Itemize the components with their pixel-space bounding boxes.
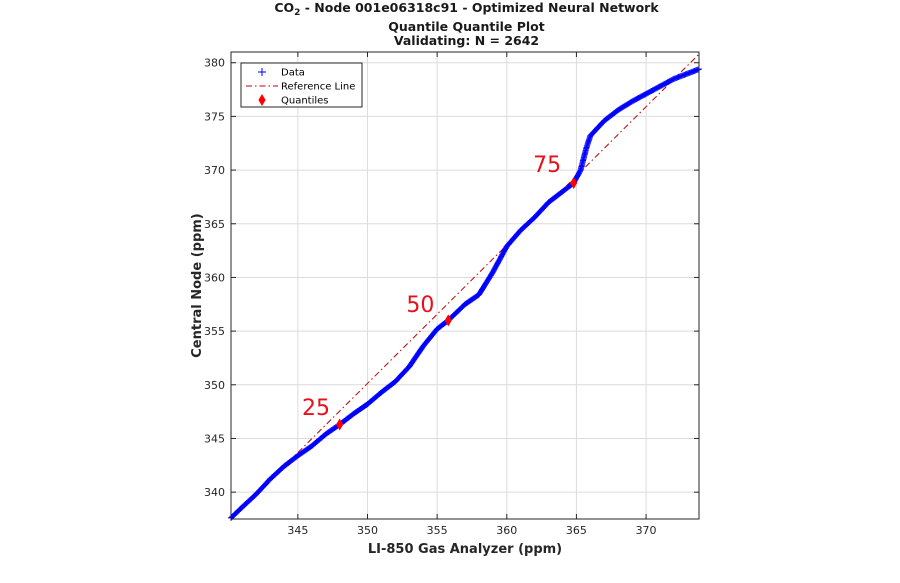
title-line-1: CO2 - Node 001e06318c91 - Optimized Neur… [0,1,900,20]
data-point [531,214,538,221]
data-point [434,325,441,332]
title-node-text: - Node 001e06318c91 - Optimized Neural N… [300,0,659,15]
axis-ticks: 345 350 355 360 365 370 340 345 350 355 360 365 370 3… [204,52,699,537]
grid [231,52,699,519]
y-tick-label: 360 [204,271,225,284]
legend-symbol-data [258,68,266,76]
title-co-text: CO [274,0,295,15]
data-point [545,199,552,206]
legend-symbol-quantiles [258,94,266,106]
data-point [350,410,357,417]
data-point [489,269,496,276]
data-point [378,389,385,396]
quantile-annotation: 25 [302,396,330,421]
quantile-marker [444,314,452,327]
x-tick-label: 370 [636,524,657,537]
reference-line-path [230,53,700,520]
legend-label: Data [281,68,305,79]
title-line-3: Validating: N = 2642 [393,33,540,48]
reference-line [230,53,700,520]
data-series [228,66,702,521]
data-point [267,476,273,483]
x-tick-label: 360 [496,524,517,537]
y-tick-label: 340 [204,486,225,499]
y-tick-label: 375 [204,110,225,123]
data-point [615,106,622,113]
data-point [294,452,301,459]
data-point [503,243,510,250]
data-point [462,301,468,308]
data-point [406,363,413,370]
y-tick-label: 355 [204,325,225,338]
x-axis-label: LI-850 Gas Analyzer (ppm) [368,542,562,557]
y-axis-label: Central Node (ppm) [190,213,205,358]
data-point [253,491,260,498]
chart-title: CO2 - Node 001e06318c91 - Optimized Neur… [0,0,900,48]
x-tick-label: 350 [357,524,378,537]
title-subscript: 2 [294,8,301,18]
data-point [364,401,371,408]
legend-label: Reference Line [281,82,355,93]
data-point [583,145,590,152]
data-point [684,70,691,77]
data-point [587,132,594,139]
data-point [517,227,524,234]
data-point [601,117,608,124]
data-point [322,431,329,438]
quantile-marker [570,177,578,189]
y-tick-label: 365 [204,218,225,231]
legend: Data Reference Line Quantiles [240,62,363,108]
data-point [239,504,246,511]
quantile-marker [336,418,344,431]
data-point [670,75,677,82]
data-point [629,98,636,105]
y-tick-label: 345 [204,432,225,445]
data-point [559,188,566,195]
data-point [308,442,315,449]
x-tick-label: 355 [427,524,448,537]
quantile-markers [336,177,578,431]
quantile-annotation: 50 [406,293,434,318]
legend-label: Quantiles [281,96,329,107]
data-point [392,378,399,385]
data-point [643,90,650,97]
axes-frame [230,51,700,520]
y-tick-label: 380 [204,57,225,70]
y-tick-label: 370 [204,164,225,177]
quantile-annotation: 75 [533,153,561,178]
title-line-2: Quantile Quantile Plot [388,19,545,34]
data-point [475,291,482,298]
y-tick-label: 350 [204,379,225,392]
x-tick-label: 365 [566,524,587,537]
data-point [420,343,427,350]
x-tick-label: 345 [287,524,308,537]
data-point [577,167,584,174]
data-point [280,463,287,470]
data-point [657,83,663,90]
quantile-annotations: 25 50 75 [302,153,561,421]
